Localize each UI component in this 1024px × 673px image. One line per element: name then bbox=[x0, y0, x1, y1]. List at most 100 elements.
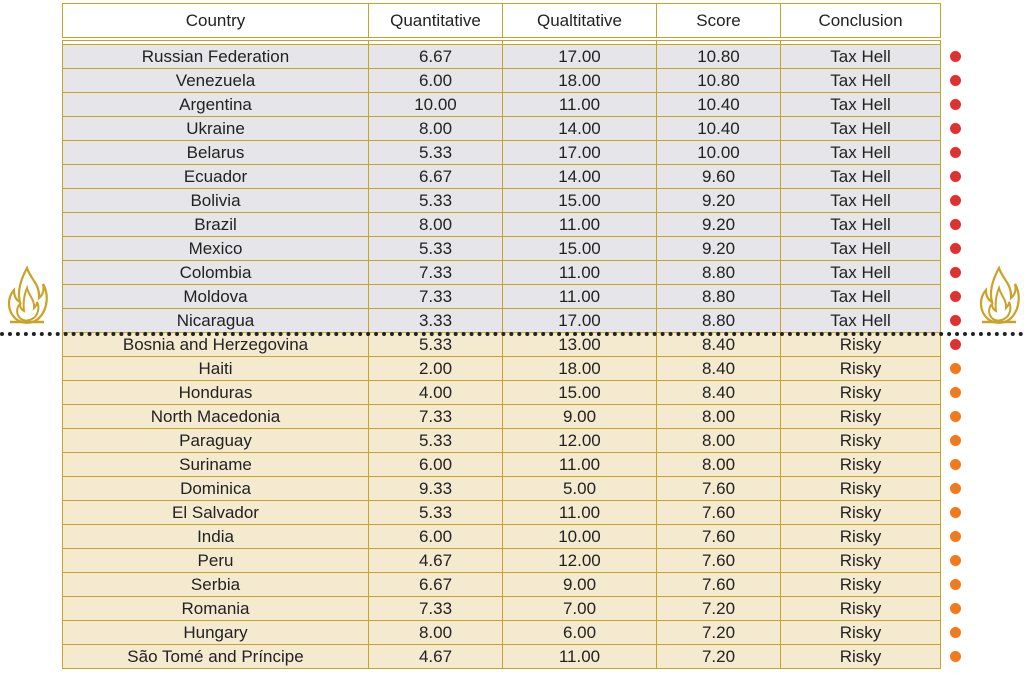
qualitative-cell: 11.00 bbox=[502, 500, 657, 525]
score-cell: 10.40 bbox=[656, 92, 781, 117]
column-header-quantitative: Quantitative bbox=[368, 3, 503, 41]
score-cell: 8.40 bbox=[656, 356, 781, 381]
quantitative-cell: 6.00 bbox=[368, 452, 503, 477]
conclusion-cell: Risky bbox=[780, 524, 941, 549]
score-cell: 8.00 bbox=[656, 452, 781, 477]
quantitative-cell: 2.00 bbox=[368, 356, 503, 381]
country-cell: Haiti bbox=[62, 356, 369, 381]
table-row: Romania 7.33 7.00 7.20 Risky bbox=[62, 596, 941, 621]
country-cell: Colombia bbox=[62, 260, 369, 285]
table-row: Moldova 7.33 11.00 8.80 Tax Hell bbox=[62, 284, 941, 309]
table-row: São Tomé and Príncipe 4.67 11.00 7.20 Risky bbox=[62, 644, 941, 669]
quantitative-cell: 5.33 bbox=[368, 500, 503, 525]
score-cell: 8.80 bbox=[656, 284, 781, 309]
conclusion-cell: Risky bbox=[780, 620, 941, 645]
table-row: Peru 4.67 12.00 7.60 Risky bbox=[62, 548, 941, 573]
score-cell: 9.20 bbox=[656, 188, 781, 213]
country-cell: Venezuela bbox=[62, 68, 369, 93]
status-dot-red bbox=[950, 315, 961, 326]
status-dot-red bbox=[950, 123, 961, 134]
column-header-country: Country bbox=[62, 3, 369, 41]
score-cell: 7.60 bbox=[656, 500, 781, 525]
conclusion-cell: Tax Hell bbox=[780, 68, 941, 93]
conclusion-cell: Risky bbox=[780, 404, 941, 429]
country-cell: Peru bbox=[62, 548, 369, 573]
quantitative-cell: 6.67 bbox=[368, 164, 503, 189]
score-cell: 9.20 bbox=[656, 212, 781, 237]
table-row: North Macedonia 7.33 9.00 8.00 Risky bbox=[62, 404, 941, 429]
quantitative-cell: 5.33 bbox=[368, 236, 503, 261]
country-cell: Dominica bbox=[62, 476, 369, 501]
conclusion-cell: Risky bbox=[780, 452, 941, 477]
quantitative-cell: 4.67 bbox=[368, 548, 503, 573]
qualitative-cell: 10.00 bbox=[502, 524, 657, 549]
qualitative-cell: 18.00 bbox=[502, 356, 657, 381]
status-dot-orange bbox=[950, 507, 961, 518]
status-dot-orange bbox=[950, 483, 961, 494]
score-cell: 10.80 bbox=[656, 44, 781, 69]
header-spacer-row bbox=[62, 39, 941, 45]
table-header-row: Country Quantitative Qualtitative Score … bbox=[62, 3, 941, 41]
score-cell: 10.40 bbox=[656, 116, 781, 141]
table-row: Colombia 7.33 11.00 8.80 Tax Hell bbox=[62, 260, 941, 285]
score-cell: 8.40 bbox=[656, 380, 781, 405]
status-dot-orange bbox=[950, 387, 961, 398]
table-row: Suriname 6.00 11.00 8.00 Risky bbox=[62, 452, 941, 477]
conclusion-cell: Tax Hell bbox=[780, 284, 941, 309]
qualitative-cell: 12.00 bbox=[502, 428, 657, 453]
country-cell: Brazil bbox=[62, 212, 369, 237]
score-cell: 8.80 bbox=[656, 308, 781, 333]
status-dot-orange bbox=[950, 531, 961, 542]
status-dot-orange bbox=[950, 459, 961, 470]
quantitative-cell: 10.00 bbox=[368, 92, 503, 117]
country-cell: Russian Federation bbox=[62, 44, 369, 69]
qualitative-cell: 7.00 bbox=[502, 596, 657, 621]
quantitative-cell: 6.67 bbox=[368, 44, 503, 69]
conclusion-cell: Tax Hell bbox=[780, 44, 941, 69]
conclusion-cell: Risky bbox=[780, 572, 941, 597]
qualitative-cell: 15.00 bbox=[502, 380, 657, 405]
qualitative-cell: 14.00 bbox=[502, 164, 657, 189]
table-row: India 6.00 10.00 7.60 Risky bbox=[62, 524, 941, 549]
status-dot-red bbox=[950, 51, 961, 62]
conclusion-cell: Risky bbox=[780, 500, 941, 525]
table-row: Bolivia 5.33 15.00 9.20 Tax Hell bbox=[62, 188, 941, 213]
conclusion-cell: Tax Hell bbox=[780, 212, 941, 237]
qualitative-cell: 15.00 bbox=[502, 236, 657, 261]
conclusion-cell: Risky bbox=[780, 548, 941, 573]
table-body: Russian Federation 6.67 17.00 10.80 Tax Hell… bbox=[62, 39, 941, 669]
quantitative-cell: 6.67 bbox=[368, 572, 503, 597]
column-header-qualitative: Qualtitative bbox=[502, 3, 657, 41]
quantitative-cell: 3.33 bbox=[368, 308, 503, 333]
country-cell: Ukraine bbox=[62, 116, 369, 141]
conclusion-cell: Tax Hell bbox=[780, 308, 941, 333]
country-cell: Honduras bbox=[62, 380, 369, 405]
quantitative-cell: 7.33 bbox=[368, 404, 503, 429]
qualitative-cell: 11.00 bbox=[502, 452, 657, 477]
table-row: Ukraine 8.00 14.00 10.40 Tax Hell bbox=[62, 116, 941, 141]
country-cell: Bosnia and Herzegovina bbox=[62, 332, 369, 357]
tax-hell-divider-line bbox=[0, 332, 1024, 336]
qualitative-cell: 17.00 bbox=[502, 44, 657, 69]
qualitative-cell: 11.00 bbox=[502, 92, 657, 117]
score-cell: 10.00 bbox=[656, 140, 781, 165]
country-cell: North Macedonia bbox=[62, 404, 369, 429]
table-row: Mexico 5.33 15.00 9.20 Tax Hell bbox=[62, 236, 941, 261]
conclusion-cell: Tax Hell bbox=[780, 164, 941, 189]
score-cell: 8.00 bbox=[656, 404, 781, 429]
quantitative-cell: 5.33 bbox=[368, 140, 503, 165]
country-cell: Hungary bbox=[62, 620, 369, 645]
table-row: Argentina 10.00 11.00 10.40 Tax Hell bbox=[62, 92, 941, 117]
quantitative-cell: 7.33 bbox=[368, 284, 503, 309]
quantitative-cell: 7.33 bbox=[368, 260, 503, 285]
country-cell: Mexico bbox=[62, 236, 369, 261]
conclusion-cell: Risky bbox=[780, 380, 941, 405]
spacer-cell bbox=[780, 39, 941, 45]
qualitative-cell: 11.00 bbox=[502, 284, 657, 309]
quantitative-cell: 5.33 bbox=[368, 428, 503, 453]
qualitative-cell: 9.00 bbox=[502, 404, 657, 429]
conclusion-cell: Risky bbox=[780, 644, 941, 669]
status-dot-orange bbox=[950, 579, 961, 590]
score-cell: 8.40 bbox=[656, 332, 781, 357]
conclusion-cell: Tax Hell bbox=[780, 116, 941, 141]
